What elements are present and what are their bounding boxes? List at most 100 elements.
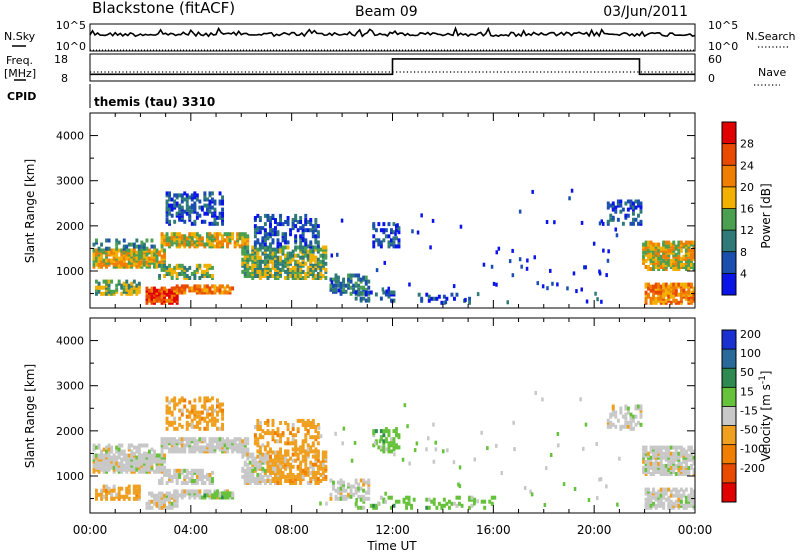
velocity-cell (304, 427, 308, 432)
power-cell (657, 252, 661, 257)
velocity-cell (160, 501, 164, 506)
power-cell (276, 238, 280, 243)
power-cell (359, 290, 363, 295)
velocity-cell (168, 468, 172, 473)
velocity-cell (692, 455, 696, 460)
velocity-cell (218, 445, 222, 450)
power-cell (311, 253, 315, 258)
power-cell (203, 191, 207, 196)
velocity-cell (679, 449, 683, 454)
velocity-cell (306, 470, 310, 475)
velocity-cell (200, 437, 204, 442)
velocity-cell (619, 424, 623, 429)
power-cell (309, 249, 313, 254)
power-cell (208, 286, 212, 291)
power-cell (679, 282, 683, 287)
power-cell (185, 207, 189, 212)
power-cell (339, 289, 343, 294)
power-cell (190, 221, 194, 226)
velocity-cell (185, 414, 189, 419)
velocity-cell (211, 396, 214, 401)
velocity-cell (306, 450, 310, 455)
velocity-cell (258, 425, 262, 429)
velocity-cell (269, 470, 272, 475)
velocity-cell (286, 472, 290, 477)
velocity-cell (246, 462, 250, 467)
power-cell (122, 260, 126, 265)
velocity-cell (294, 458, 298, 463)
velocity-cell (415, 441, 419, 446)
velocity-cell (115, 465, 119, 470)
power-cell (609, 217, 613, 222)
power-cell (155, 248, 159, 253)
velocity-cell (251, 464, 255, 469)
power-cell (349, 273, 353, 278)
velocity-cell (649, 457, 653, 462)
velocity-cell (102, 447, 106, 452)
power-cell (208, 274, 212, 278)
velocity-cell (193, 479, 197, 483)
power-cell (165, 213, 169, 218)
power-cell (296, 259, 300, 264)
velocity-cell (137, 459, 141, 464)
velocity-cell (294, 445, 298, 450)
power-cell (185, 274, 189, 278)
power-cell (122, 254, 126, 259)
power-cell (337, 288, 341, 293)
power-cell (221, 199, 225, 204)
velocity-cell (374, 429, 378, 434)
velocity-cell (674, 451, 678, 456)
velocity-cell (155, 459, 159, 464)
power-cell (117, 279, 121, 284)
power-cell (258, 265, 262, 270)
power-cell (266, 245, 270, 250)
power-cell (183, 240, 187, 245)
power-cell (105, 279, 109, 284)
velocity-ytick-label: 2000 (56, 425, 84, 438)
velocity-cell (473, 497, 477, 502)
power-cell (435, 296, 439, 301)
power-cell (246, 253, 250, 258)
power-cell (211, 238, 214, 243)
power-cell (233, 240, 237, 245)
velocity-cell (652, 465, 656, 470)
velocity-cell (397, 499, 401, 504)
power-cell (301, 269, 305, 274)
power-cell (616, 203, 620, 208)
power-cell (659, 254, 663, 259)
velocity-cell (659, 467, 663, 472)
power-cell (180, 205, 184, 210)
power-cell (110, 279, 114, 284)
velocity-cell (480, 499, 484, 504)
power-cell (107, 260, 111, 265)
power-cell (284, 276, 288, 280)
power-cell (377, 238, 381, 243)
power-cell (291, 265, 295, 270)
velocity-cell (120, 451, 124, 456)
velocity-cell (102, 459, 106, 464)
power-cell (314, 267, 318, 272)
power-cell (269, 242, 272, 247)
velocity-cell (208, 406, 212, 411)
velocity-cell (246, 437, 250, 442)
velocity-cell (206, 426, 209, 431)
power-cell (132, 279, 136, 284)
velocity-cell (195, 445, 199, 450)
velocity-cell (677, 489, 681, 494)
power-cell (185, 267, 189, 272)
power-cell (611, 201, 615, 206)
power-cell (95, 238, 98, 243)
power-cell (168, 272, 172, 276)
power-cell (100, 291, 104, 296)
power-cell (492, 281, 496, 286)
velocity-cell (605, 484, 608, 489)
velocity-label-exp: -1 (758, 375, 768, 384)
velocity-cell (170, 447, 174, 452)
velocity-cell (195, 489, 199, 494)
velocity-cell (274, 454, 277, 459)
velocity-cell (692, 493, 696, 498)
velocity-cell (175, 445, 179, 450)
velocity-cell (276, 433, 280, 438)
velocity-cell (185, 489, 189, 494)
power-cell (690, 265, 693, 269)
